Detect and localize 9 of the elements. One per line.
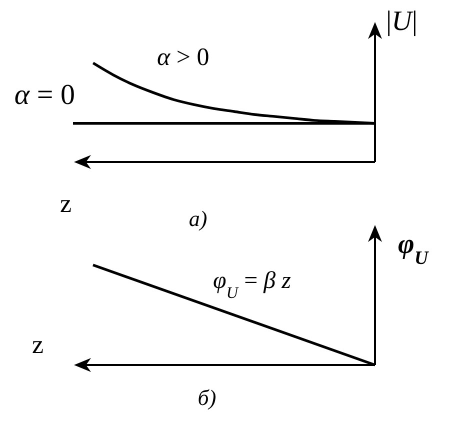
text: а) — [188, 206, 208, 231]
series-label: φ$_{U}$ = β z — [213, 268, 292, 302]
y-axis-title: φ$_{U}$ — [398, 229, 430, 268]
x-axis-title: z — [60, 189, 72, 218]
y-axis-title: |U| — [386, 6, 418, 37]
x-axis-title: z — [32, 330, 44, 359]
series-label: α = 0 — [14, 79, 75, 111]
series-label: α > 0 — [157, 44, 210, 71]
text: б) — [198, 385, 216, 410]
